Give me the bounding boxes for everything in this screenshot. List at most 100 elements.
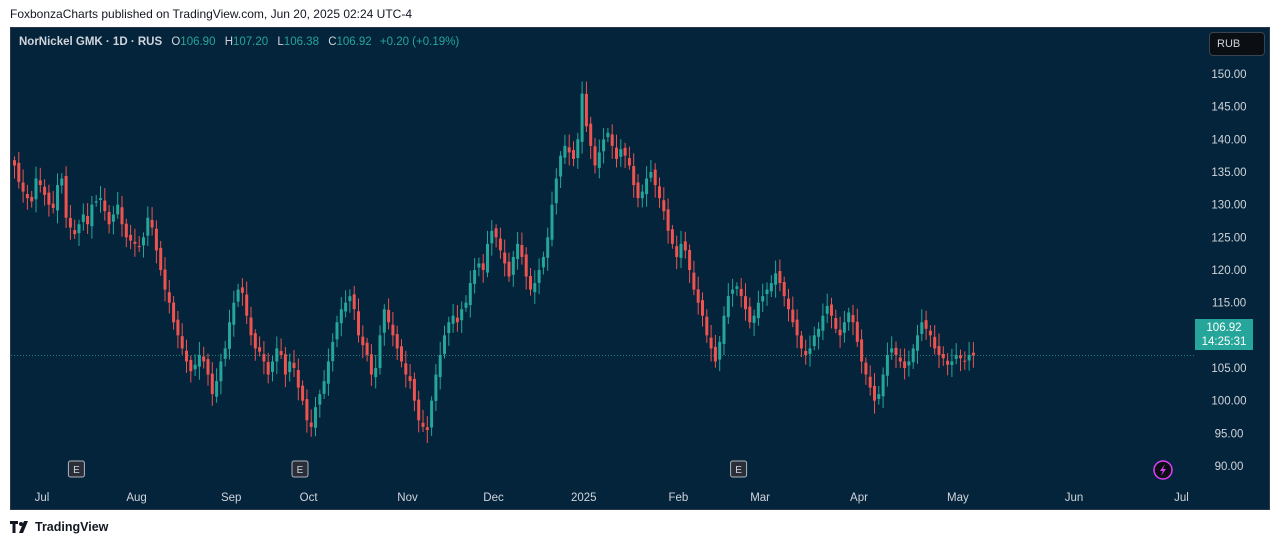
candle-body bbox=[524, 254, 528, 277]
change-value: +0.20 (+0.19%) bbox=[379, 36, 460, 48]
candle-body bbox=[658, 186, 661, 199]
y-tick-label: 115.00 bbox=[1212, 298, 1246, 310]
candle-body bbox=[176, 319, 180, 336]
candle-body bbox=[739, 288, 743, 297]
candle-body bbox=[881, 374, 885, 397]
high-label: H bbox=[224, 36, 233, 48]
candle-body bbox=[946, 360, 950, 365]
candle-body bbox=[288, 361, 292, 373]
candle-body bbox=[133, 241, 137, 244]
candle-body bbox=[954, 354, 958, 359]
candle-body bbox=[455, 317, 459, 323]
candle-body bbox=[541, 256, 545, 268]
chart-panel[interactable]: 150.00 145.00 140.00 135.00 130.00 125.00 120.… bbox=[10, 27, 1270, 510]
candle-body bbox=[718, 341, 722, 360]
candle-body bbox=[799, 335, 803, 349]
candle-body bbox=[223, 348, 227, 359]
candle-body bbox=[111, 214, 115, 222]
open-value: 106.90 bbox=[180, 36, 216, 48]
candle-body bbox=[860, 339, 864, 362]
candle-body bbox=[296, 370, 300, 388]
candle-body bbox=[202, 356, 206, 362]
candle-body bbox=[894, 347, 898, 355]
candle-body bbox=[86, 215, 90, 225]
candle-body bbox=[352, 294, 356, 310]
candle-body bbox=[615, 147, 618, 159]
candle-body bbox=[855, 321, 859, 342]
candle-body bbox=[511, 256, 515, 275]
candle-body bbox=[486, 243, 489, 273]
close-value: 106.92 bbox=[336, 36, 372, 48]
ohlc-legend: NorNickel GMK · 1D · RUS O106.90 H107.20… bbox=[19, 36, 459, 48]
y-tick-label: 140.00 bbox=[1211, 134, 1246, 146]
candle-body bbox=[90, 204, 94, 227]
earnings-icon[interactable]: E bbox=[730, 460, 748, 478]
candle-body bbox=[180, 336, 184, 349]
candle-body bbox=[120, 207, 124, 225]
candle-body bbox=[275, 348, 279, 362]
high-value: 107.20 bbox=[233, 36, 269, 48]
candlestick-chart[interactable]: 150.00 145.00 140.00 135.00 130.00 125.00 120.… bbox=[11, 28, 1269, 509]
candle-body bbox=[950, 361, 954, 366]
candle-body bbox=[271, 361, 274, 372]
candle-body bbox=[215, 381, 219, 397]
candle-body bbox=[928, 330, 932, 336]
publish-caption: FoxbonzaCharts published on TradingView.… bbox=[10, 7, 413, 21]
candle-body bbox=[890, 348, 894, 353]
candle-body bbox=[589, 123, 593, 146]
candle-body bbox=[787, 298, 790, 310]
candle-body bbox=[795, 319, 799, 336]
candle-body bbox=[481, 263, 485, 270]
candle-body bbox=[662, 200, 666, 212]
candle-body bbox=[877, 394, 881, 399]
earnings-icon[interactable]: E bbox=[291, 460, 309, 478]
candle-body bbox=[653, 169, 657, 186]
candle-body bbox=[567, 147, 571, 153]
candle-body bbox=[228, 322, 231, 349]
candle-body bbox=[81, 214, 85, 222]
candle-body bbox=[460, 309, 464, 321]
candle-body bbox=[193, 364, 197, 370]
candle-body bbox=[430, 400, 434, 428]
candle-body bbox=[804, 350, 808, 355]
candle-body bbox=[666, 209, 670, 231]
candle-body bbox=[554, 178, 558, 204]
candle-body bbox=[507, 261, 511, 277]
candle-body bbox=[438, 354, 442, 378]
x-tick-label: Feb bbox=[668, 492, 688, 504]
candle-body bbox=[597, 152, 601, 168]
candle-body bbox=[400, 346, 403, 362]
candle-body bbox=[464, 302, 468, 308]
candle-body bbox=[339, 309, 343, 324]
currency-button[interactable]: RUB bbox=[1209, 32, 1265, 56]
candle-body bbox=[576, 139, 580, 159]
candle-body bbox=[245, 294, 249, 316]
last-price-tag: 106.92 14:25:31 bbox=[1195, 319, 1253, 350]
candle-body bbox=[331, 341, 335, 362]
candle-body bbox=[830, 304, 833, 316]
candle-body bbox=[623, 147, 627, 156]
candle-body bbox=[705, 316, 709, 336]
candle-body bbox=[533, 283, 537, 293]
lightning-icon[interactable] bbox=[1153, 460, 1173, 480]
candle-body bbox=[559, 155, 563, 177]
candle-body bbox=[765, 289, 769, 295]
candle-body bbox=[701, 300, 704, 316]
earnings-icon[interactable]: E bbox=[67, 460, 85, 478]
y-tick-label: 130.00 bbox=[1211, 200, 1246, 212]
candle-body bbox=[266, 362, 270, 375]
candle-body bbox=[279, 350, 283, 355]
candle-body bbox=[821, 315, 825, 331]
candle-body bbox=[258, 347, 262, 352]
candle-body bbox=[670, 229, 674, 244]
tradingview-brand[interactable]: TradingView bbox=[10, 520, 108, 534]
candle-body bbox=[971, 352, 975, 356]
candle-body bbox=[292, 362, 296, 368]
candle-body bbox=[817, 328, 821, 337]
candle-body bbox=[154, 228, 158, 251]
candle-body bbox=[735, 286, 739, 289]
candle-body bbox=[374, 368, 378, 378]
candle-body bbox=[167, 292, 171, 303]
candle-body bbox=[283, 354, 287, 375]
candle-body bbox=[911, 348, 915, 363]
